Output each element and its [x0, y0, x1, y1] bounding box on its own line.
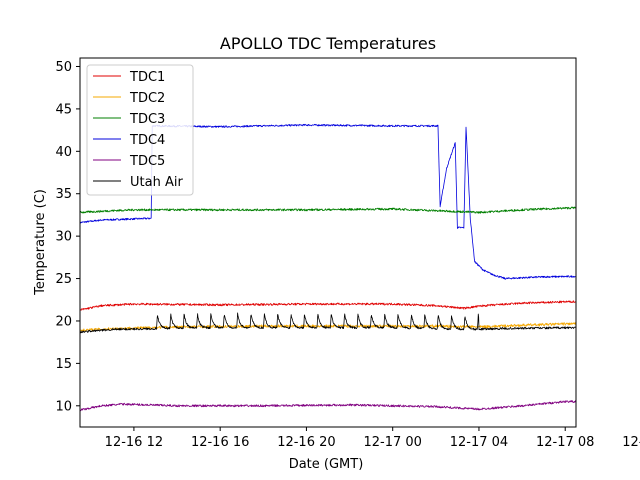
x-axis: 12-16 12 12-16 16 12-16 20 12-17 00 12-17 04… — [105, 427, 640, 450]
y-tick-label: 25 — [55, 272, 72, 287]
x-tick-label: 12-17 00 — [363, 435, 421, 450]
x-tick-label: 12-17 12 — [622, 435, 640, 450]
legend-label-tdc5: TDC5 — [129, 154, 165, 169]
legend-label-tdc4: TDC4 — [129, 133, 165, 148]
x-tick-label: 12-17 08 — [536, 435, 594, 450]
y-axis: 10 15 20 25 30 35 40 45 50 — [55, 60, 80, 414]
y-tick-label: 35 — [55, 187, 72, 202]
y-axis-title: Temperature (C) — [33, 189, 48, 296]
y-tick-label: 50 — [55, 60, 72, 75]
x-tick-label: 12-17 04 — [450, 435, 508, 450]
x-tick-label: 12-16 12 — [105, 435, 163, 450]
legend-label-tdc3: TDC3 — [129, 112, 165, 127]
y-tick-label: 10 — [55, 399, 72, 414]
x-axis-title: Date (GMT) — [289, 457, 364, 472]
x-tick-label: 12-16 20 — [277, 435, 335, 450]
series-line-tdc1 — [80, 300, 576, 311]
plot-frame — [79, 57, 577, 428]
y-tick-label: 15 — [55, 357, 72, 372]
series-line-utah-air — [80, 312, 576, 334]
x-tick-label: 12-16 16 — [191, 435, 249, 450]
y-tick-label: 45 — [55, 102, 72, 117]
series-layer — [80, 123, 576, 412]
legend-label-utah-air: Utah Air — [130, 175, 183, 190]
series-line-tdc3 — [80, 206, 576, 214]
chart-title: APOLLO TDC Temperatures — [220, 34, 436, 53]
legend: TDC1 TDC2 TDC3 TDC4 TDC5 Utah Air — [86, 64, 194, 196]
y-tick-label: 20 — [55, 314, 72, 329]
y-tick-label: 30 — [55, 230, 72, 245]
series-line-tdc4 — [80, 123, 576, 280]
legend-label-tdc1: TDC1 — [129, 70, 165, 85]
legend-label-tdc2: TDC2 — [129, 91, 165, 106]
y-tick-label: 40 — [55, 145, 72, 160]
series-line-tdc5 — [80, 400, 576, 412]
